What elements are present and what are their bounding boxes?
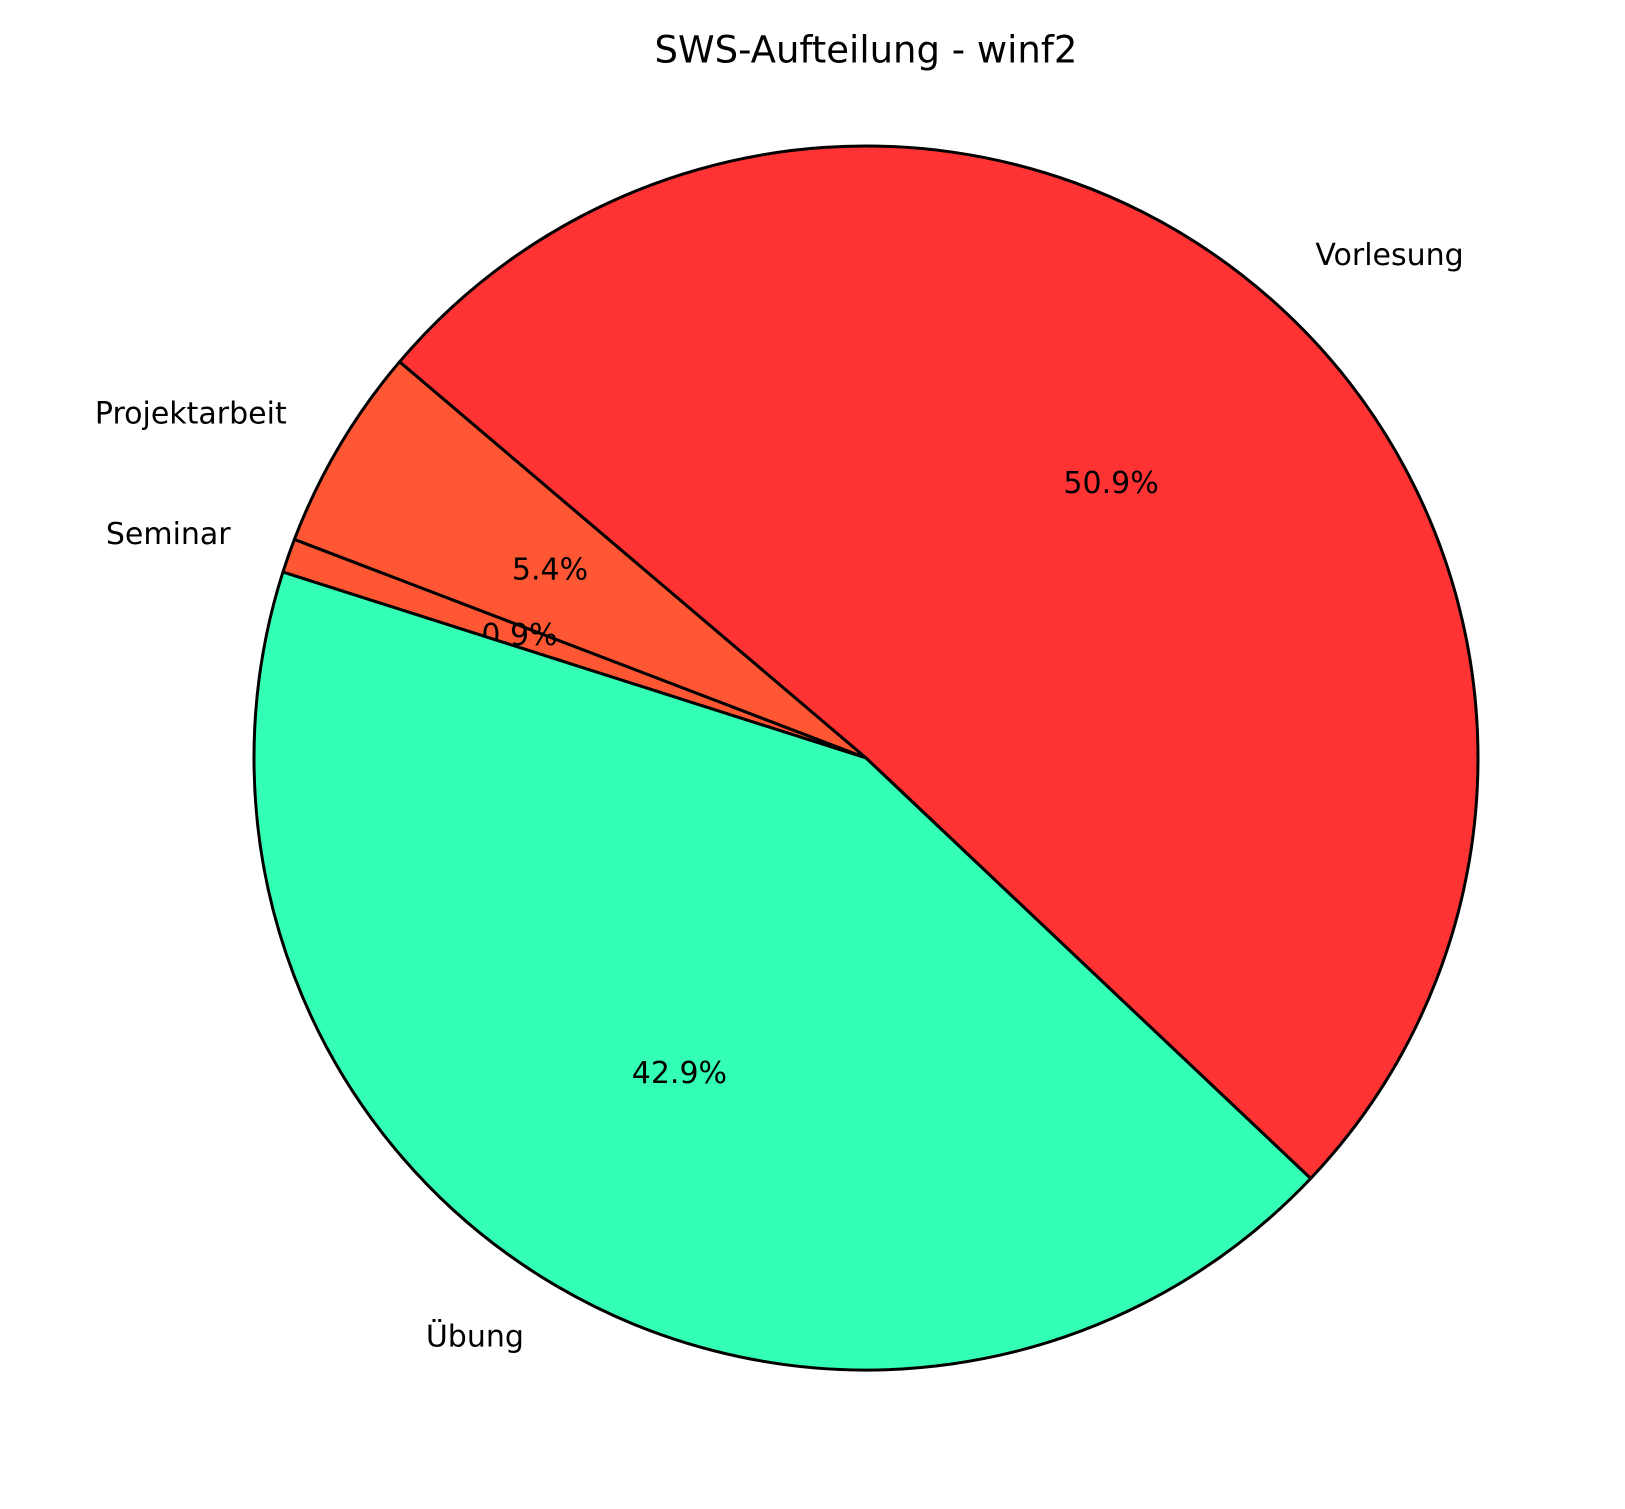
slice-label: Übung: [426, 1318, 524, 1354]
percent-label: 50.9%: [1063, 466, 1158, 501]
slice-label: Projektarbeit: [95, 396, 287, 431]
pie-slice: [398, 144, 1480, 1180]
pie-slice: [252, 570, 1313, 1372]
percent-label: 42.9%: [632, 1056, 727, 1091]
pie-slice: [292, 360, 868, 760]
slice-label: Seminar: [106, 517, 231, 552]
percent-label: 5.4%: [512, 552, 588, 587]
slice-label: Vorlesung: [1315, 238, 1463, 273]
chart-title: SWS-Aufteilung - winf2: [655, 29, 1078, 72]
